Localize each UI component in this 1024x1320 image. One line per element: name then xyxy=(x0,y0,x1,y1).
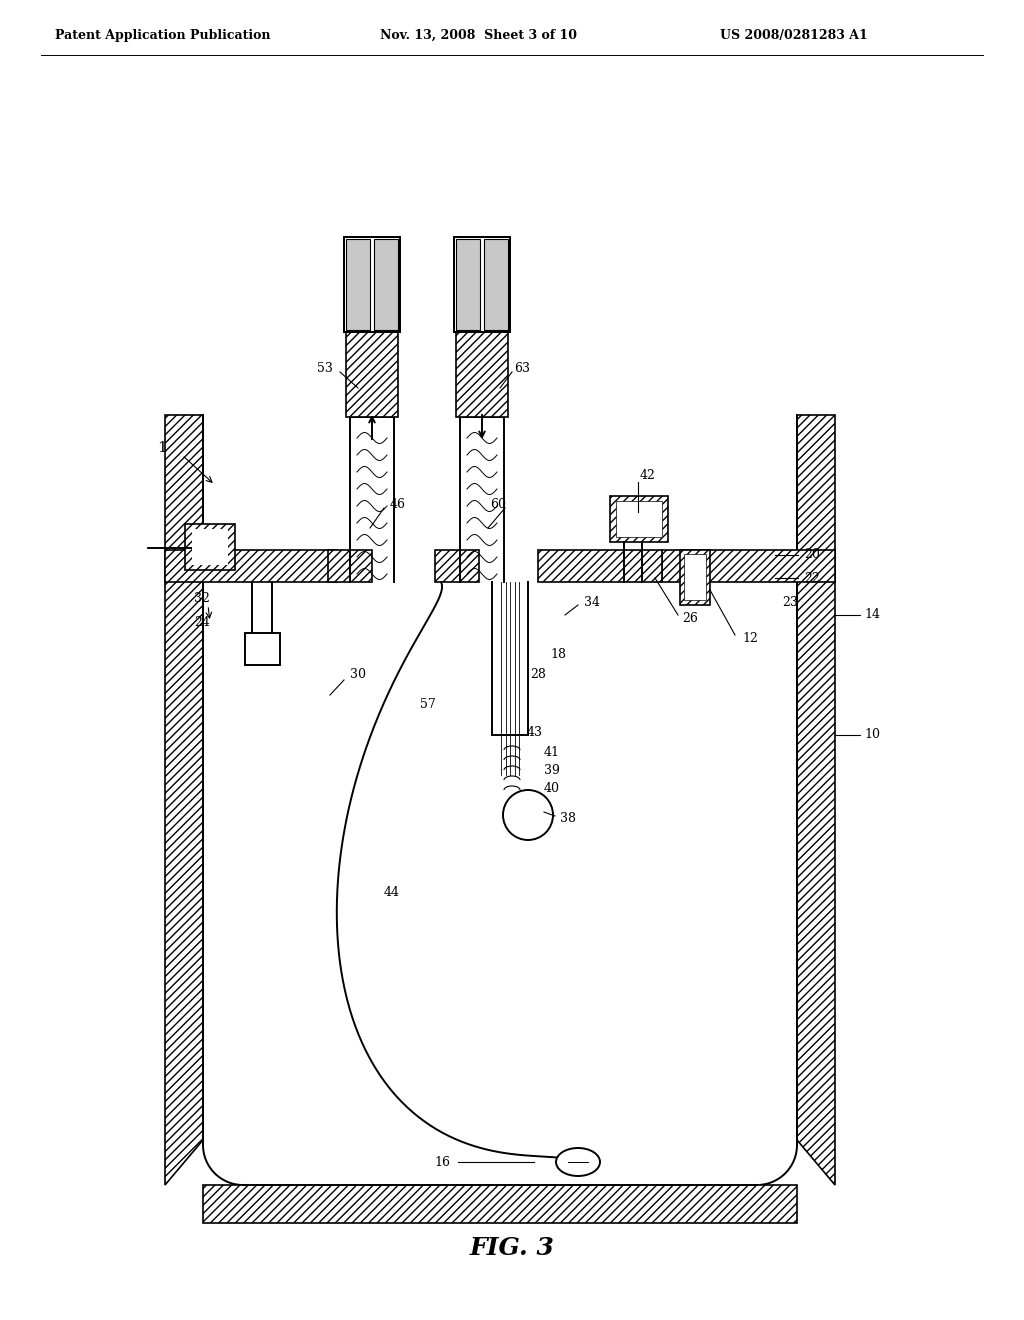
Bar xyxy=(346,333,398,417)
Bar xyxy=(328,550,372,582)
Text: 39: 39 xyxy=(544,763,560,776)
Bar xyxy=(616,502,662,537)
Bar xyxy=(456,239,480,330)
Text: 46: 46 xyxy=(390,499,406,511)
Bar xyxy=(165,550,337,582)
Text: 57: 57 xyxy=(420,698,436,711)
Bar xyxy=(185,524,234,570)
Polygon shape xyxy=(797,414,835,1185)
Bar xyxy=(680,550,710,605)
Bar xyxy=(346,239,370,330)
Bar xyxy=(684,554,706,601)
Bar xyxy=(662,550,835,582)
Text: 40: 40 xyxy=(544,781,560,795)
Text: 41: 41 xyxy=(544,746,560,759)
Text: 42: 42 xyxy=(640,469,656,482)
Text: 14: 14 xyxy=(864,609,880,622)
Text: 63: 63 xyxy=(514,362,530,375)
Text: 23: 23 xyxy=(782,595,798,609)
Text: 1: 1 xyxy=(157,441,167,455)
Text: 32: 32 xyxy=(195,591,210,605)
Text: 43: 43 xyxy=(527,726,543,738)
Circle shape xyxy=(503,789,553,840)
Text: US 2008/0281283 A1: US 2008/0281283 A1 xyxy=(720,29,867,41)
Text: 44: 44 xyxy=(384,886,400,899)
Bar xyxy=(454,238,510,333)
Text: Nov. 13, 2008  Sheet 3 of 10: Nov. 13, 2008 Sheet 3 of 10 xyxy=(380,29,577,41)
Text: 10: 10 xyxy=(864,729,880,742)
Bar xyxy=(456,333,508,417)
Text: 12: 12 xyxy=(742,631,758,644)
Bar xyxy=(344,238,400,333)
Text: 30: 30 xyxy=(350,668,366,681)
Bar xyxy=(435,550,479,582)
Bar xyxy=(245,634,280,665)
Text: 18: 18 xyxy=(550,648,566,661)
Ellipse shape xyxy=(556,1148,600,1176)
Bar xyxy=(484,239,508,330)
Text: 20: 20 xyxy=(804,549,820,561)
Bar xyxy=(193,529,228,565)
Bar xyxy=(538,550,662,582)
Bar xyxy=(610,496,668,543)
Text: 38: 38 xyxy=(560,812,575,825)
Bar xyxy=(203,1185,797,1224)
Text: 28: 28 xyxy=(530,668,546,681)
Bar xyxy=(454,238,510,333)
Text: 53: 53 xyxy=(317,362,333,375)
Text: 24: 24 xyxy=(195,615,210,628)
Text: 34: 34 xyxy=(584,595,600,609)
Polygon shape xyxy=(165,414,203,1185)
Text: 60: 60 xyxy=(490,499,506,511)
Bar xyxy=(344,238,400,333)
Text: FIG. 3: FIG. 3 xyxy=(470,1236,554,1261)
Text: 16: 16 xyxy=(434,1155,450,1168)
Text: 22: 22 xyxy=(804,572,820,585)
Bar xyxy=(374,239,398,330)
Text: Patent Application Publication: Patent Application Publication xyxy=(55,29,270,41)
Text: 26: 26 xyxy=(682,611,698,624)
